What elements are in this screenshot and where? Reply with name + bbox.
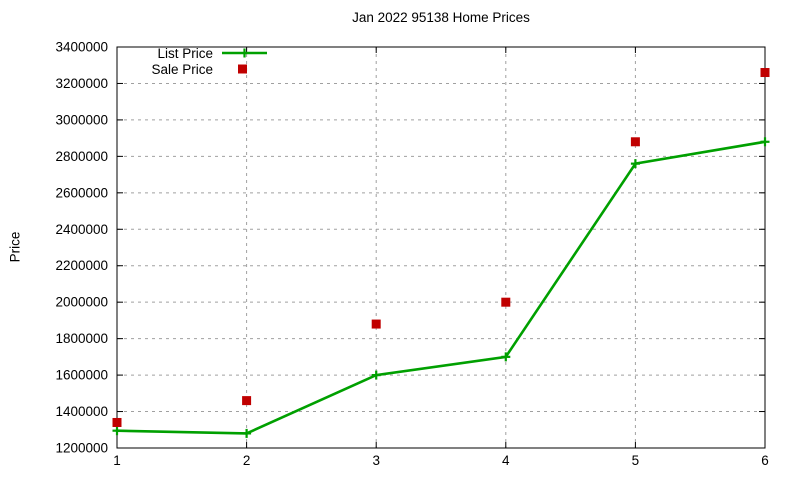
y-tick-label: 1800000 [55, 331, 108, 346]
list-price-line [116, 140, 766, 435]
chart-title: Jan 2022 95138 Home Prices [352, 10, 530, 25]
square-marker [760, 68, 770, 78]
y-tick-label: 2000000 [55, 295, 108, 310]
legend-item-list-price: List Price [117, 45, 275, 61]
square-marker [371, 319, 381, 329]
y-tick-label: 1600000 [55, 368, 108, 383]
legend-label-sale-price: Sale Price [151, 61, 213, 77]
plot-border [116, 46, 766, 449]
x-tick-label: 6 [761, 453, 769, 468]
y-tick-label: 3400000 [55, 40, 108, 55]
legend-square-sample [238, 64, 247, 74]
x-tick-label: 1 [113, 453, 121, 468]
legend-item-sale-price: Sale Price [117, 61, 275, 77]
y-tick-label: 2800000 [55, 149, 108, 164]
x-tick-label: 5 [632, 453, 640, 468]
square-marker [501, 297, 511, 307]
square-marker [112, 417, 122, 427]
x-tick-label: 2 [243, 453, 251, 468]
square-marker [242, 396, 252, 406]
legend-line-sample [222, 48, 267, 58]
x-tick-label: 4 [502, 453, 510, 468]
y-tick-label: 1200000 [55, 441, 108, 456]
legend: List Price Sale Price [117, 45, 275, 77]
y-tick-label: 2400000 [55, 222, 108, 237]
x-tick-label: 3 [372, 453, 380, 468]
y-tick-label: 3000000 [55, 112, 108, 127]
y-tick-label: 2600000 [55, 185, 108, 200]
y-tick-label: 2200000 [55, 258, 108, 273]
y-tick-label: 1400000 [55, 404, 108, 419]
y-tick-label: 3200000 [55, 76, 108, 91]
legend-label-list-price: List Price [157, 45, 213, 61]
square-marker [630, 137, 640, 147]
